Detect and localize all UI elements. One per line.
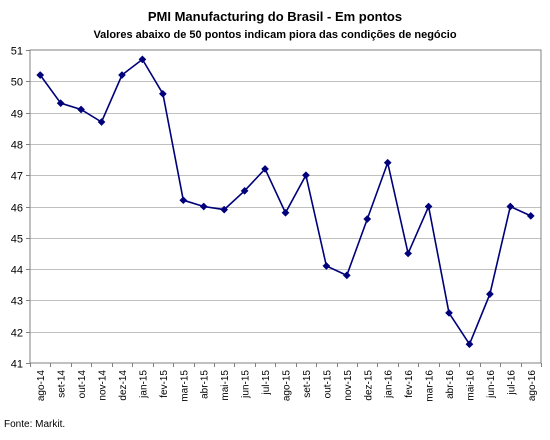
x-tick-label: fev-16 — [404, 370, 415, 398]
y-tick-label: 44 — [11, 265, 23, 277]
x-tick-label: abr-16 — [445, 370, 456, 399]
y-tick-label: 46 — [11, 203, 23, 215]
x-tick-label: jun-15 — [241, 370, 252, 399]
data-point — [138, 55, 147, 64]
x-tick-labels: ago-14 set-14 out-14 nov-14 dez-14 jan-15 fev-… — [36, 370, 538, 402]
grid-layer — [30, 81, 541, 333]
y-tick-labels: 41 42 43 44 45 46 47 48 49 50 51 — [11, 46, 23, 371]
x-tick-label: ago-16 — [527, 370, 538, 402]
chart-title: PMI Manufacturing do Brasil - Em pontos — [147, 9, 403, 24]
data-point — [485, 290, 494, 299]
data-point — [97, 118, 106, 126]
x-tick-label: dez-15 — [363, 370, 374, 401]
x-tick-label: nov-14 — [98, 370, 109, 401]
series-layer — [36, 55, 535, 349]
x-tick-label: fev-15 — [159, 370, 170, 398]
data-point — [118, 71, 126, 79]
source-note: Fonte: Markit. — [4, 419, 66, 430]
x-tick-label: dez-14 — [118, 370, 129, 401]
data-point — [36, 71, 45, 79]
data-point — [56, 99, 65, 108]
y-tick-label: 47 — [11, 171, 23, 183]
data-point — [261, 164, 270, 173]
data-point — [158, 89, 167, 98]
data-point — [526, 211, 535, 220]
data-point — [220, 205, 229, 214]
data-point — [240, 186, 249, 195]
y-tick-label: 48 — [11, 140, 23, 152]
plot-area — [29, 49, 542, 364]
x-tick-label: out-15 — [322, 370, 333, 399]
x-tick-label: jun-16 — [486, 370, 497, 399]
x-tick-label: jan-16 — [384, 370, 395, 399]
x-tick-label: mar-16 — [425, 370, 436, 402]
x-tick-label: mai-15 — [220, 370, 231, 401]
series-line — [39, 58, 532, 346]
x-tick-label: ago-14 — [36, 370, 47, 402]
x-tick-label: mai-16 — [465, 370, 476, 401]
data-point — [301, 171, 310, 180]
data-point — [445, 308, 453, 317]
chart-subtitle: Valores abaixo de 50 pontos indicam pior… — [93, 29, 457, 41]
data-point — [465, 340, 474, 349]
data-point — [179, 196, 188, 205]
x-tick-label: nov-15 — [343, 370, 354, 401]
x-tick-label: abr-15 — [200, 370, 211, 399]
x-tick-label: ago-15 — [282, 370, 293, 402]
data-point — [424, 202, 433, 211]
data-point — [383, 158, 392, 167]
x-tick-label: jul-16 — [506, 370, 517, 396]
x-tick-label: mar-15 — [179, 370, 190, 402]
y-tick-label: 51 — [11, 46, 23, 58]
y-tick-label: 49 — [11, 109, 23, 121]
x-tick-label: jan-15 — [138, 370, 149, 399]
data-point — [342, 271, 351, 280]
data-point — [506, 202, 515, 211]
y-tick-label: 50 — [11, 77, 23, 89]
data-point — [77, 105, 86, 114]
x-tick-label: set-14 — [57, 370, 68, 398]
data-point — [281, 208, 290, 217]
y-tick-label: 43 — [11, 296, 23, 308]
data-point — [363, 215, 372, 223]
x-tick-label: out-14 — [77, 370, 88, 399]
y-tick-label: 41 — [11, 359, 23, 371]
y-tick-label: 42 — [11, 328, 23, 340]
y-tick-label: 45 — [11, 234, 23, 246]
x-tick-label: set-15 — [302, 370, 313, 398]
axis-layer — [26, 49, 542, 367]
x-tick-label: jul-15 — [261, 370, 272, 396]
data-point — [404, 249, 413, 258]
data-point — [199, 202, 208, 211]
data-point — [322, 262, 331, 270]
